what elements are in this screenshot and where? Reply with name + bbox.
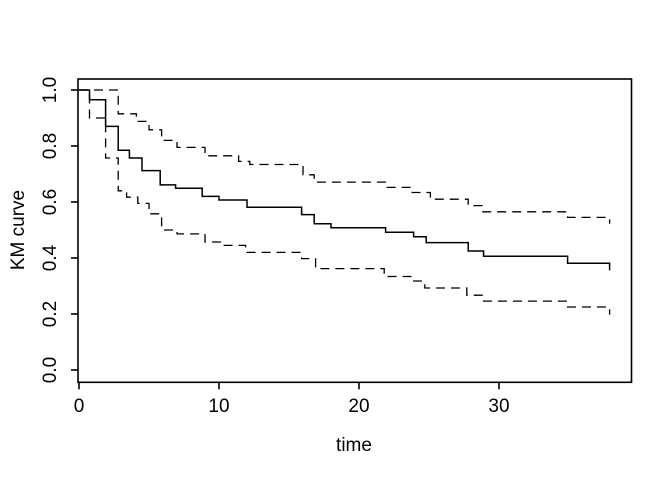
km-estimate-curve bbox=[79, 89, 611, 271]
upper-confidence-band-curve bbox=[79, 89, 611, 224]
y-tick-label: 0.4 bbox=[40, 244, 61, 271]
plot-frame bbox=[77, 78, 633, 384]
plot-box-group bbox=[77, 78, 633, 384]
x-tick-label: 10 bbox=[208, 396, 229, 417]
y-tick-label: 0.6 bbox=[40, 189, 61, 215]
curves-group bbox=[79, 89, 611, 315]
y-tick-label: 0.8 bbox=[40, 133, 61, 159]
x-axis-label: time bbox=[336, 435, 372, 456]
x-tick-label: 0 bbox=[74, 396, 85, 417]
y-axis-label: KM curve bbox=[8, 190, 29, 270]
x-tick-label: 30 bbox=[488, 396, 509, 417]
x-tick-label: 20 bbox=[348, 396, 369, 417]
y-tick-label: 1.0 bbox=[40, 77, 61, 103]
lower-confidence-band-curve bbox=[79, 89, 611, 315]
y-tick-label: 0.2 bbox=[40, 301, 61, 327]
y-tick-label: 0.0 bbox=[40, 357, 61, 383]
axis-ticks-group: 0 10 20 30 0.0 0.2 0.4 0.6 0.8 1.0 bbox=[40, 77, 510, 417]
